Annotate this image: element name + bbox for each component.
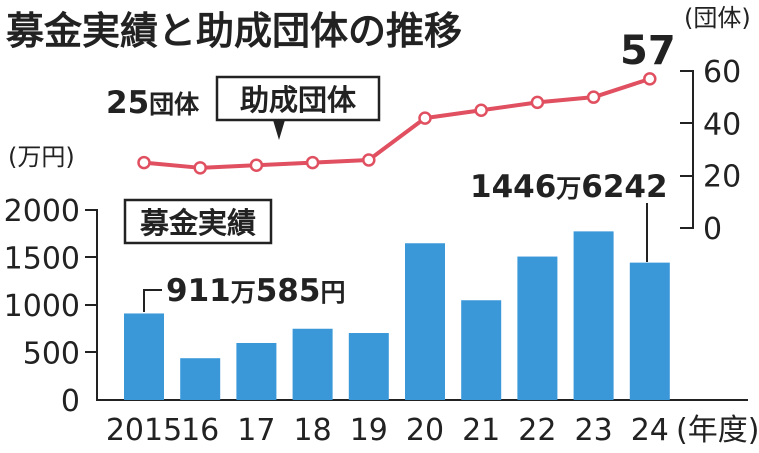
line-right-axis [680, 70, 694, 229]
line-series-label-pointer [273, 120, 285, 140]
x-tick-label: 20 [406, 413, 444, 448]
bar-last-label: 1446万6242 [470, 169, 668, 205]
line-y-tick-label: 20 [703, 160, 741, 195]
line-point-19 [362, 153, 376, 167]
bar-axis-unit: (万円) [8, 143, 75, 171]
line-y-tick-label: 60 [703, 55, 741, 90]
line-axis-unit: (団体) [684, 4, 751, 32]
bar-y-tick-label: 2000 [4, 194, 80, 229]
line-point-20 [418, 111, 432, 125]
bar-series-label-box [123, 198, 273, 245]
line-point-22 [530, 95, 545, 110]
line-last-label: 57 [620, 28, 676, 74]
line-series-label-box [215, 75, 381, 122]
line-point-17 [249, 158, 264, 172]
x-tick-label: 24 [631, 413, 669, 448]
bar-axes [85, 209, 748, 401]
line-point-16 [193, 161, 207, 175]
x-axis-unit: (年度) [676, 413, 759, 448]
line-path [143, 76, 651, 170]
line-point-21 [474, 103, 488, 117]
line-series [143, 76, 651, 170]
chart-title: 募金実績と助成団体の推移 [6, 9, 462, 53]
bar-16 [180, 358, 221, 400]
line-point-18 [305, 155, 320, 170]
bar-21 [461, 300, 502, 400]
bar-y-tick-label: 0 [61, 384, 80, 419]
bar-20 [405, 243, 445, 400]
bar-2015 [124, 313, 164, 400]
bar-first-leader [143, 289, 162, 312]
bar-19 [348, 333, 389, 400]
line-point-24 [643, 72, 657, 86]
bar-series-label: 募金実績 [139, 206, 256, 240]
line-point-23 [586, 90, 601, 104]
bar-y-tick-label: 500 [23, 337, 80, 372]
line-markers [137, 72, 657, 175]
bar-y-tick-label: 1000 [4, 289, 80, 324]
line-first-label: 25団体 [106, 85, 200, 121]
x-tick-label: 19 [350, 413, 388, 448]
x-tick-label: 17 [237, 413, 275, 448]
bar-24 [629, 262, 670, 400]
bar-series [124, 231, 670, 400]
bar-y-tick-label: 1500 [4, 242, 80, 277]
bar-first-label: 911万585円 [166, 273, 345, 309]
bar-axis-ticks: 0 500 1000 1500 2000 [4, 194, 80, 419]
line-axis-ticks: 0 20 40 60 [703, 55, 741, 247]
bar-18 [292, 328, 333, 400]
line-y-tick-label: 0 [703, 212, 722, 247]
x-tick-label: 21 [462, 413, 500, 448]
x-tick-label: 16 [181, 413, 219, 448]
x-tick-label: 2015 [106, 413, 182, 448]
line-y-tick-label: 40 [703, 107, 741, 142]
line-point-2015 [137, 155, 151, 170]
bar-22 [517, 256, 558, 400]
bar-23 [573, 231, 614, 400]
x-tick-label: 22 [518, 413, 556, 448]
x-tick-label: 23 [575, 413, 613, 448]
bar-17 [236, 343, 277, 400]
line-series-label: 助成団体 [240, 83, 357, 117]
x-tick-label: 18 [294, 413, 332, 448]
